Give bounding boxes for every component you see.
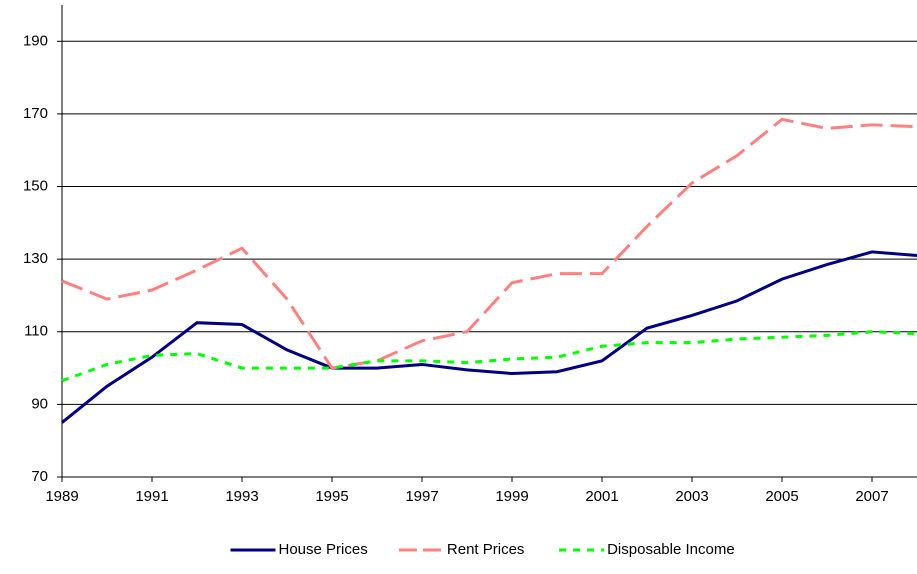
x-tick-label: 1989 [45, 488, 78, 505]
y-tick-label: 190 [23, 32, 48, 49]
x-tick-label: 1991 [135, 488, 168, 505]
y-tick-label: 70 [31, 468, 48, 485]
legend-label: House Prices [279, 541, 368, 558]
x-tick-label: 2001 [585, 488, 618, 505]
y-tick-label: 150 [23, 178, 48, 195]
x-tick-label: 1997 [405, 488, 438, 505]
series-line [61, 117, 917, 370]
x-tick-label: 1999 [495, 488, 528, 505]
x-tick-label: 2007 [855, 488, 888, 505]
series-line [61, 250, 917, 424]
legend-label: Rent Prices [447, 541, 525, 558]
x-tick-label: 2005 [765, 488, 798, 505]
x-tick-label: 2003 [675, 488, 708, 505]
y-tick-label: 110 [24, 323, 48, 340]
series-line [61, 330, 917, 383]
x-tick-label: 1993 [225, 488, 258, 505]
legend-label: Disposable Income [607, 541, 735, 558]
y-tick-label: 130 [23, 250, 48, 267]
x-tick-label: 1995 [315, 488, 348, 505]
y-tick-label: 90 [31, 395, 48, 412]
y-tick-label: 170 [23, 105, 48, 122]
